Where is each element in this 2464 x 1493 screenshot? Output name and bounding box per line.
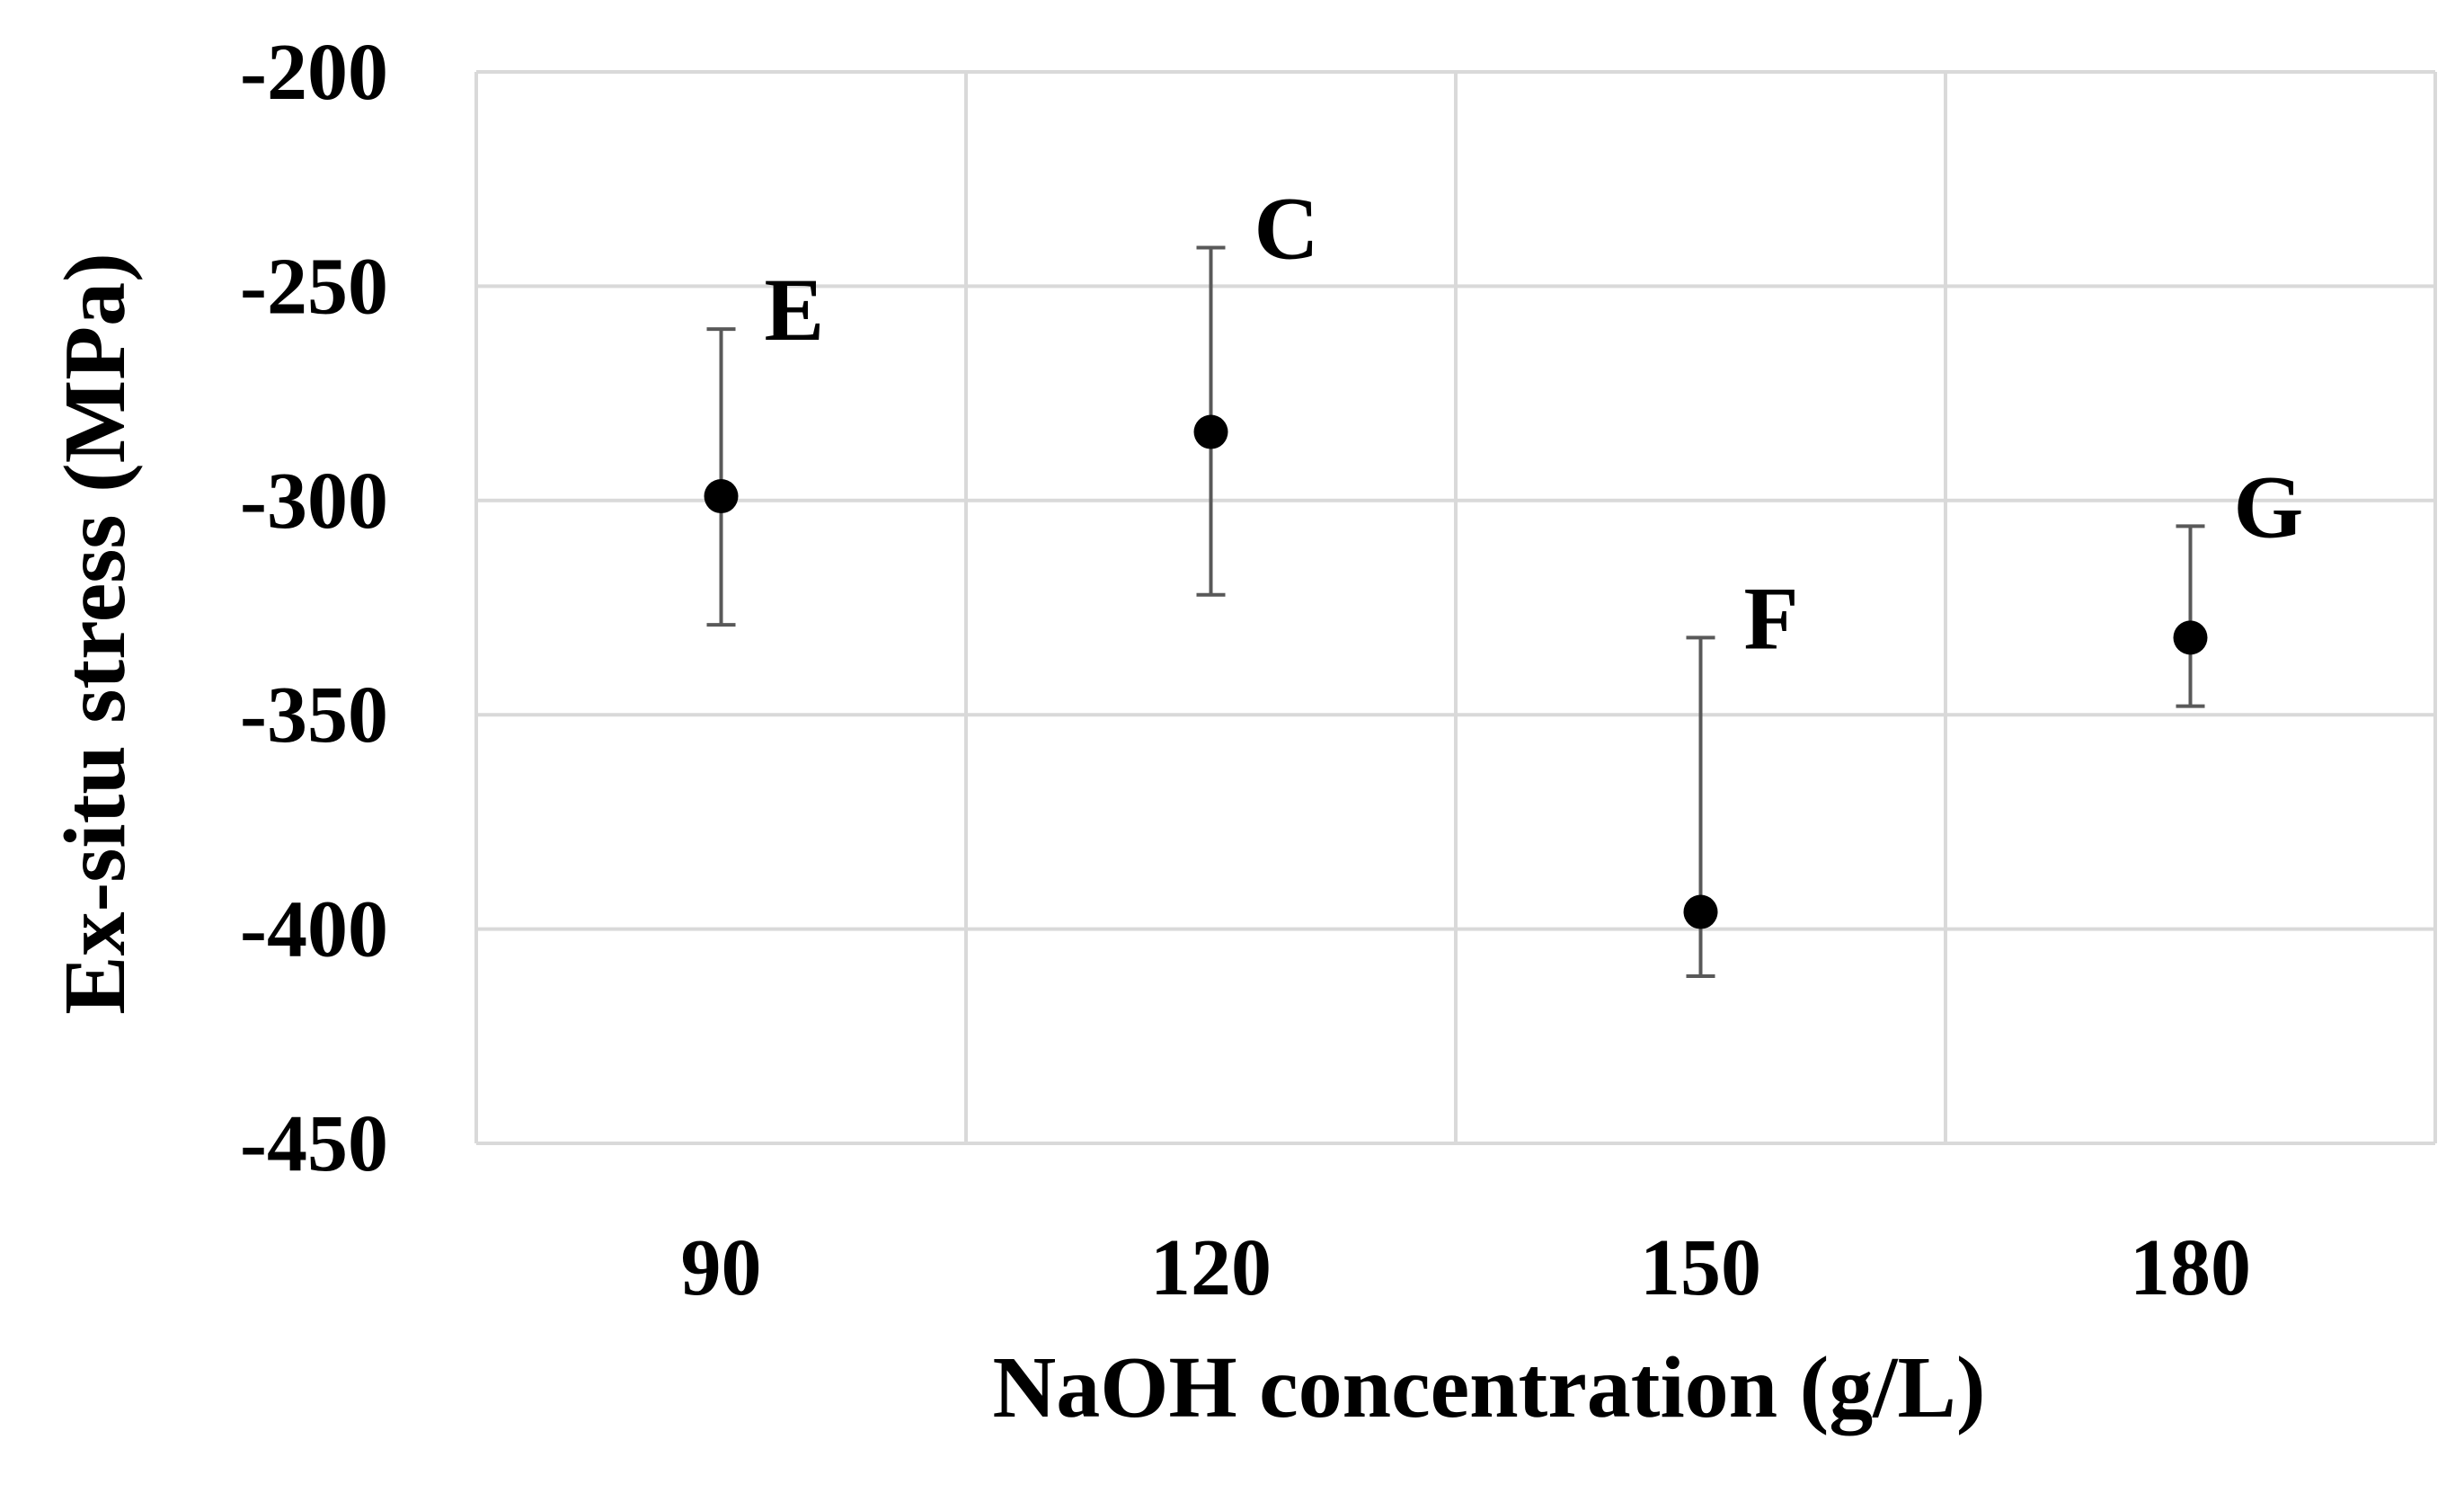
y-tick-label: -300 xyxy=(240,457,388,546)
y-tick-label: -450 xyxy=(240,1099,388,1188)
data-point xyxy=(704,479,739,514)
y-tick-label-layer: -200 -250 -300 -350 -400 -450 xyxy=(240,28,388,1188)
point-label-layer: E C F G xyxy=(765,178,2304,668)
x-tick-label: 90 xyxy=(681,1223,762,1312)
data-point xyxy=(1683,894,1718,929)
grid-layer xyxy=(474,70,2437,1145)
x-tick-label-layer: 90 120 150 180 xyxy=(681,1223,2252,1312)
x-tick-label: 120 xyxy=(1150,1223,1272,1312)
y-tick-label: -350 xyxy=(240,671,388,760)
point-label: E xyxy=(765,260,825,360)
x-axis-title: NaOH concentration (g/L) xyxy=(992,1339,1985,1436)
y-tick-label: -250 xyxy=(240,242,388,331)
y-tick-label: -200 xyxy=(240,28,388,117)
x-tick-label: 180 xyxy=(2130,1223,2251,1312)
y-axis-title: Ex-situ stress (MPa) xyxy=(47,253,144,1014)
x-tick-label: 150 xyxy=(1640,1223,1761,1312)
y-tick-label: -400 xyxy=(240,885,388,974)
data-point xyxy=(1193,414,1228,449)
marker-layer xyxy=(704,414,2208,929)
point-label: C xyxy=(1254,178,1319,278)
data-point xyxy=(2173,620,2208,655)
error-bar xyxy=(706,327,736,627)
point-label: G xyxy=(2234,457,2304,556)
errorbar-layer xyxy=(706,245,2205,979)
error-bar xyxy=(2176,524,2205,708)
point-label: F xyxy=(1744,568,1799,668)
